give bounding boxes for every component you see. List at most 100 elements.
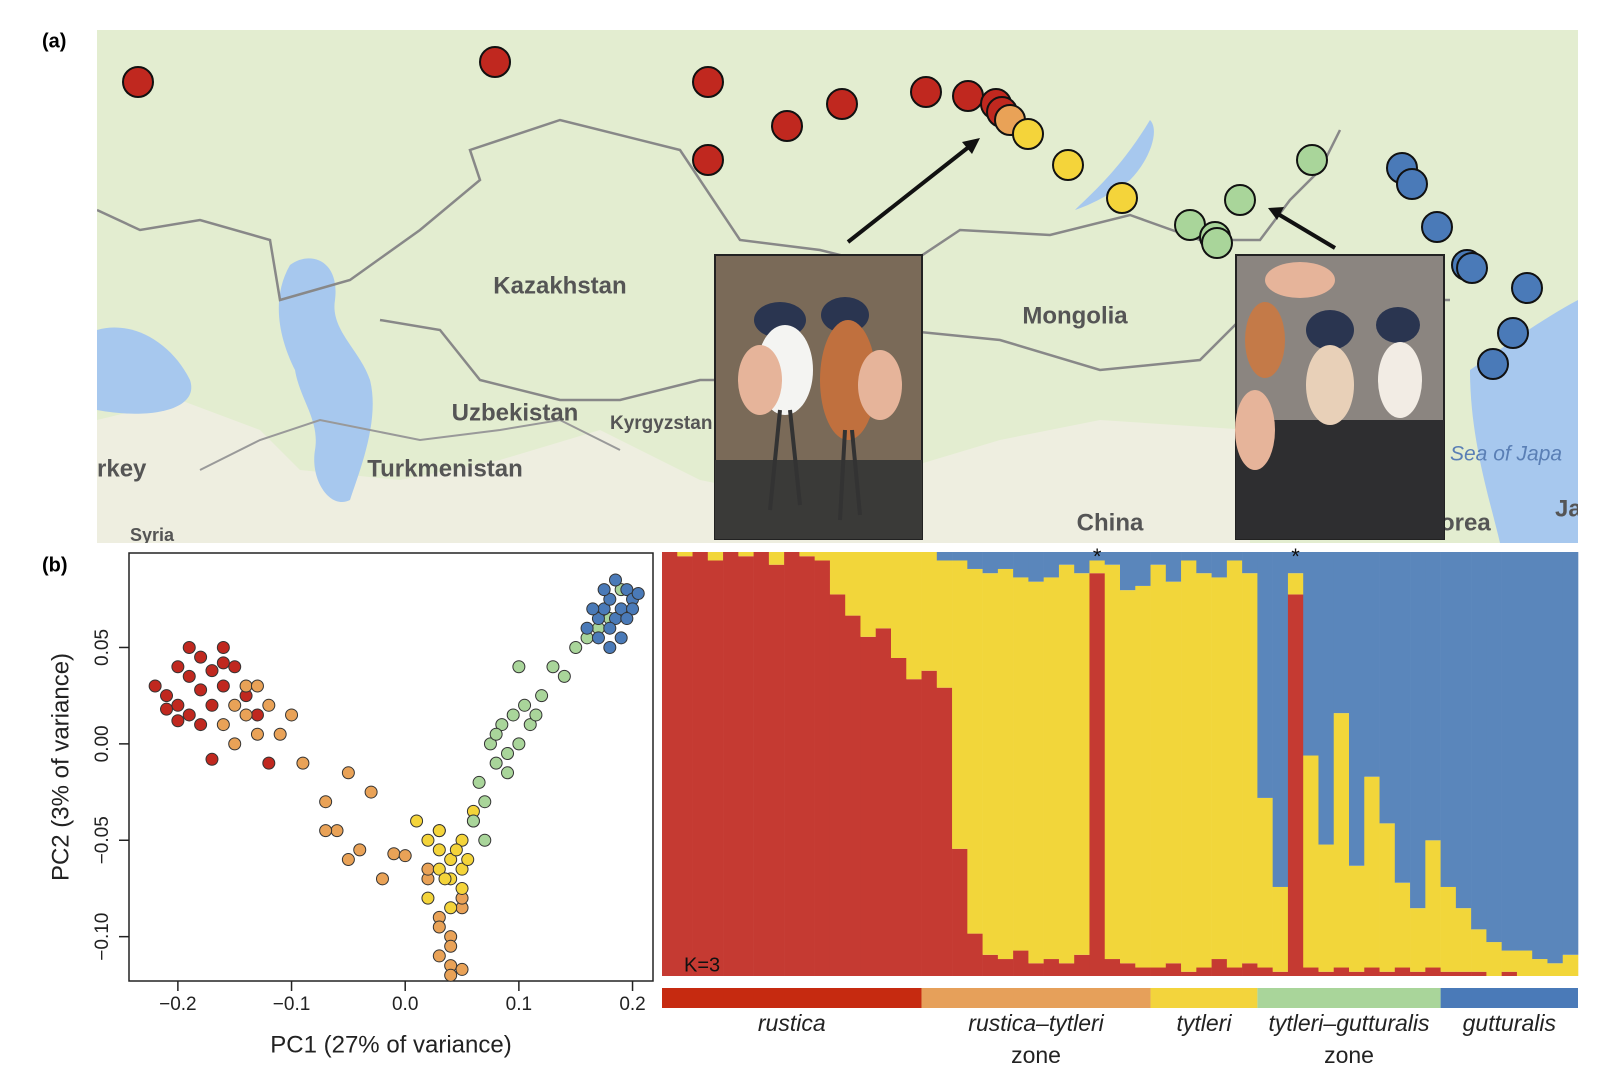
bar-segment	[1471, 929, 1487, 972]
group-label: rustica	[758, 1010, 826, 1036]
site	[952, 80, 984, 112]
bar-segment	[1257, 552, 1273, 798]
point	[148, 679, 162, 693]
point	[631, 586, 645, 600]
bar-segment	[799, 556, 815, 976]
bar-segment	[677, 552, 693, 557]
y-axis-label: PC2 (3% of variance)	[47, 653, 74, 881]
bar-segment	[906, 679, 922, 976]
y-tick-label: 0.00	[92, 725, 113, 762]
point	[364, 785, 378, 799]
bar-segment	[829, 594, 846, 976]
point	[455, 833, 469, 847]
site	[826, 88, 858, 120]
arrow	[846, 144, 972, 244]
point	[432, 862, 446, 876]
bar-segment	[1440, 886, 1457, 972]
bar-segment	[1272, 971, 1289, 976]
bar-segment	[1333, 713, 1350, 968]
point	[262, 756, 276, 770]
bar-segment	[1379, 552, 1396, 824]
bar-segment	[1501, 552, 1518, 951]
point	[160, 689, 174, 703]
group-strip	[1440, 988, 1578, 1008]
bar-segment	[1104, 959, 1121, 976]
bar-segment	[1226, 560, 1243, 968]
bar-segment	[1455, 552, 1472, 909]
bar-segment	[1074, 573, 1090, 955]
bar-segment	[1379, 823, 1396, 972]
bar-segment	[1486, 942, 1502, 976]
bar-segment	[1257, 797, 1273, 968]
bar-segment	[1394, 967, 1411, 976]
bar-segment	[1181, 552, 1197, 561]
map-desert	[97, 400, 1250, 543]
marker: *	[1093, 544, 1102, 569]
group-strip	[1150, 988, 1258, 1008]
point	[449, 843, 463, 857]
bar-segment	[1486, 552, 1502, 943]
map: Kazakhstan Mongolia Uzbekistan Kyrgyzsta…	[97, 30, 1582, 543]
point	[216, 718, 230, 732]
bar-segment	[997, 959, 1014, 976]
bar-segment	[1394, 552, 1411, 883]
point	[228, 737, 242, 751]
site	[1296, 144, 1328, 176]
x-tick-label: −0.2	[159, 994, 197, 1015]
point	[506, 708, 520, 722]
bar-segment	[1410, 908, 1426, 972]
bar-segment	[1455, 971, 1472, 976]
bar-segment	[845, 615, 861, 976]
site	[1456, 252, 1488, 284]
bar-segment	[1120, 552, 1136, 591]
point	[375, 872, 389, 886]
bar-segment	[1440, 971, 1457, 976]
bar-segment	[1165, 581, 1182, 964]
bar-segment	[1211, 577, 1228, 960]
point	[591, 631, 605, 645]
bar-segment	[1471, 552, 1487, 930]
map-label: Ja	[1555, 495, 1582, 522]
bar-segment	[1013, 577, 1029, 951]
x-tick-label: 0.1	[506, 994, 532, 1015]
bar-segment	[982, 573, 999, 955]
sites	[122, 46, 1543, 380]
bar-segment	[1425, 552, 1441, 841]
point	[557, 669, 571, 683]
bar-segment	[1211, 552, 1228, 578]
bar-segment	[1165, 963, 1182, 976]
point	[239, 679, 253, 693]
x-tick-label: 0.0	[392, 994, 418, 1015]
site	[1477, 348, 1509, 380]
bar-segment	[967, 552, 983, 569]
map-label: Turkmenistan	[367, 455, 523, 482]
bar-segment	[1349, 865, 1365, 972]
point	[591, 612, 605, 626]
bar-segment	[997, 552, 1014, 569]
point	[478, 795, 492, 809]
point	[194, 650, 208, 664]
bar-segment	[967, 933, 983, 976]
bar-segment	[1120, 963, 1136, 976]
point	[523, 718, 537, 732]
bar-segment	[1165, 552, 1182, 582]
point	[608, 573, 622, 587]
bar-segment	[860, 552, 877, 637]
bar-segment	[1181, 560, 1197, 972]
arrow-head	[962, 138, 980, 154]
bar-segment	[1303, 967, 1319, 976]
point	[620, 583, 634, 597]
bar-segment	[1318, 971, 1335, 976]
point	[501, 766, 515, 780]
bar-segment	[1501, 971, 1518, 976]
bar-segment	[1058, 552, 1075, 565]
point	[472, 775, 486, 789]
bar-segment	[753, 552, 770, 976]
lake-baikal	[1075, 120, 1154, 210]
point	[501, 747, 515, 761]
photo	[1235, 254, 1445, 540]
point	[216, 679, 230, 693]
point	[603, 592, 617, 606]
bar-segment	[1532, 959, 1548, 976]
group-label: rustica–tytleri	[968, 1010, 1104, 1036]
